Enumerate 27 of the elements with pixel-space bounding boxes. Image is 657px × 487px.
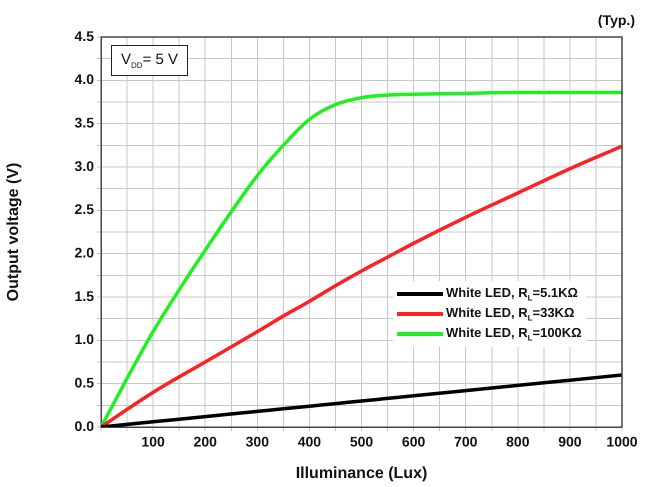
x-tick-label: 1000 (606, 433, 638, 450)
y-tick-label: 3.0 (74, 158, 94, 174)
x-tick-label: 200 (194, 433, 218, 450)
y-tick-label: 0.5 (74, 374, 94, 391)
x-tick-label: 100 (141, 433, 165, 450)
y-tick-label: 2.5 (74, 201, 94, 218)
legend-label: White LED, R$_{L}$=100KΩ (446, 325, 582, 343)
legend-label: White LED, R$_{L}$=33KΩ (446, 305, 574, 323)
y-tick-label: 1.0 (74, 331, 94, 348)
y-tick-label: 4.5 (74, 28, 94, 44)
legend-label: White LED, R$_{L}$=5.1KΩ (446, 285, 578, 303)
x-tick-label: 500 (350, 433, 374, 450)
y-tick-label: 3.5 (74, 114, 94, 131)
text: (Typ.) (598, 12, 635, 28)
x-tick-label: 900 (558, 433, 582, 450)
x-axis-title: Illuminance (Lux) (296, 464, 428, 482)
y-tick-label: 1.5 (74, 288, 94, 304)
x-tick-label: 800 (506, 433, 530, 450)
y-tick-label: 2.0 (74, 244, 94, 261)
x-tick-label: 700 (454, 433, 478, 450)
y-tick-label: 0.0 (74, 418, 94, 434)
y-tick-label: 4.0 (74, 71, 94, 88)
x-tick-label: 600 (402, 433, 426, 450)
x-tick-label: 400 (298, 433, 322, 450)
y-axis-title: Output voltage (V) (5, 162, 22, 302)
x-tick-label: 300 (246, 433, 270, 450)
annotation: V$_{DD}$= 5 V (111, 45, 188, 76)
